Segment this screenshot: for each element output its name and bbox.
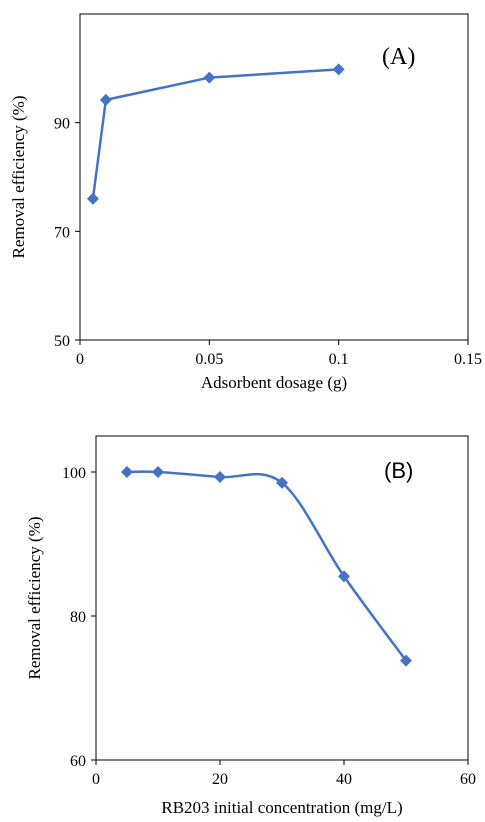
y-tick-label: 100 (62, 465, 86, 482)
y-tick-label: 70 (54, 224, 70, 241)
x-tick-label: 0 (76, 351, 84, 368)
data-point-marker (121, 466, 133, 478)
x-axis-label: RB203 initial concentration (mg/L) (161, 798, 402, 817)
y-tick-label: 60 (70, 753, 86, 770)
panel-label: (A) (382, 44, 415, 70)
chart-panel-b: 0 20 40 60 60 80 100 RB203 initial concentratio… (25, 435, 476, 817)
data-point-marker (214, 471, 226, 484)
data-point-marker (86, 192, 99, 205)
x-tick-label: 0.15 (454, 351, 482, 368)
panel-label: (B) (384, 458, 413, 483)
data-point-marker (338, 570, 350, 583)
data-point-marker (400, 654, 412, 667)
x-tick-label: 0.1 (329, 351, 349, 368)
chart-panel-a: 0 0.05 0.1 0.15 50 70 90 Adsorbent dosage (g) Re… (9, 13, 482, 392)
y-tick-label: 50 (54, 333, 70, 350)
data-point-marker (276, 476, 288, 489)
series-line (126, 470, 408, 662)
x-tick-label: 60 (460, 771, 476, 788)
y-tick-label: 90 (54, 116, 70, 133)
data-point-marker (99, 93, 112, 106)
y-axis-label: Removal efficiency (%) (9, 95, 28, 258)
x-axis-label: Adsorbent dosage (g) (201, 373, 347, 392)
x-tick-label: 40 (336, 771, 352, 788)
series-line (91, 68, 339, 199)
x-tick-label: 0.05 (195, 351, 223, 368)
data-point-marker (152, 466, 164, 478)
y-axis-label: Removal efficiency (%) (25, 516, 44, 679)
x-tick-label: 0 (92, 771, 100, 788)
plot-frame (79, 13, 469, 341)
plot-frame (95, 435, 469, 761)
x-tick-label: 20 (212, 771, 228, 788)
data-point-marker (203, 71, 216, 84)
y-tick-label: 80 (70, 609, 86, 626)
data-point-marker (332, 63, 345, 76)
